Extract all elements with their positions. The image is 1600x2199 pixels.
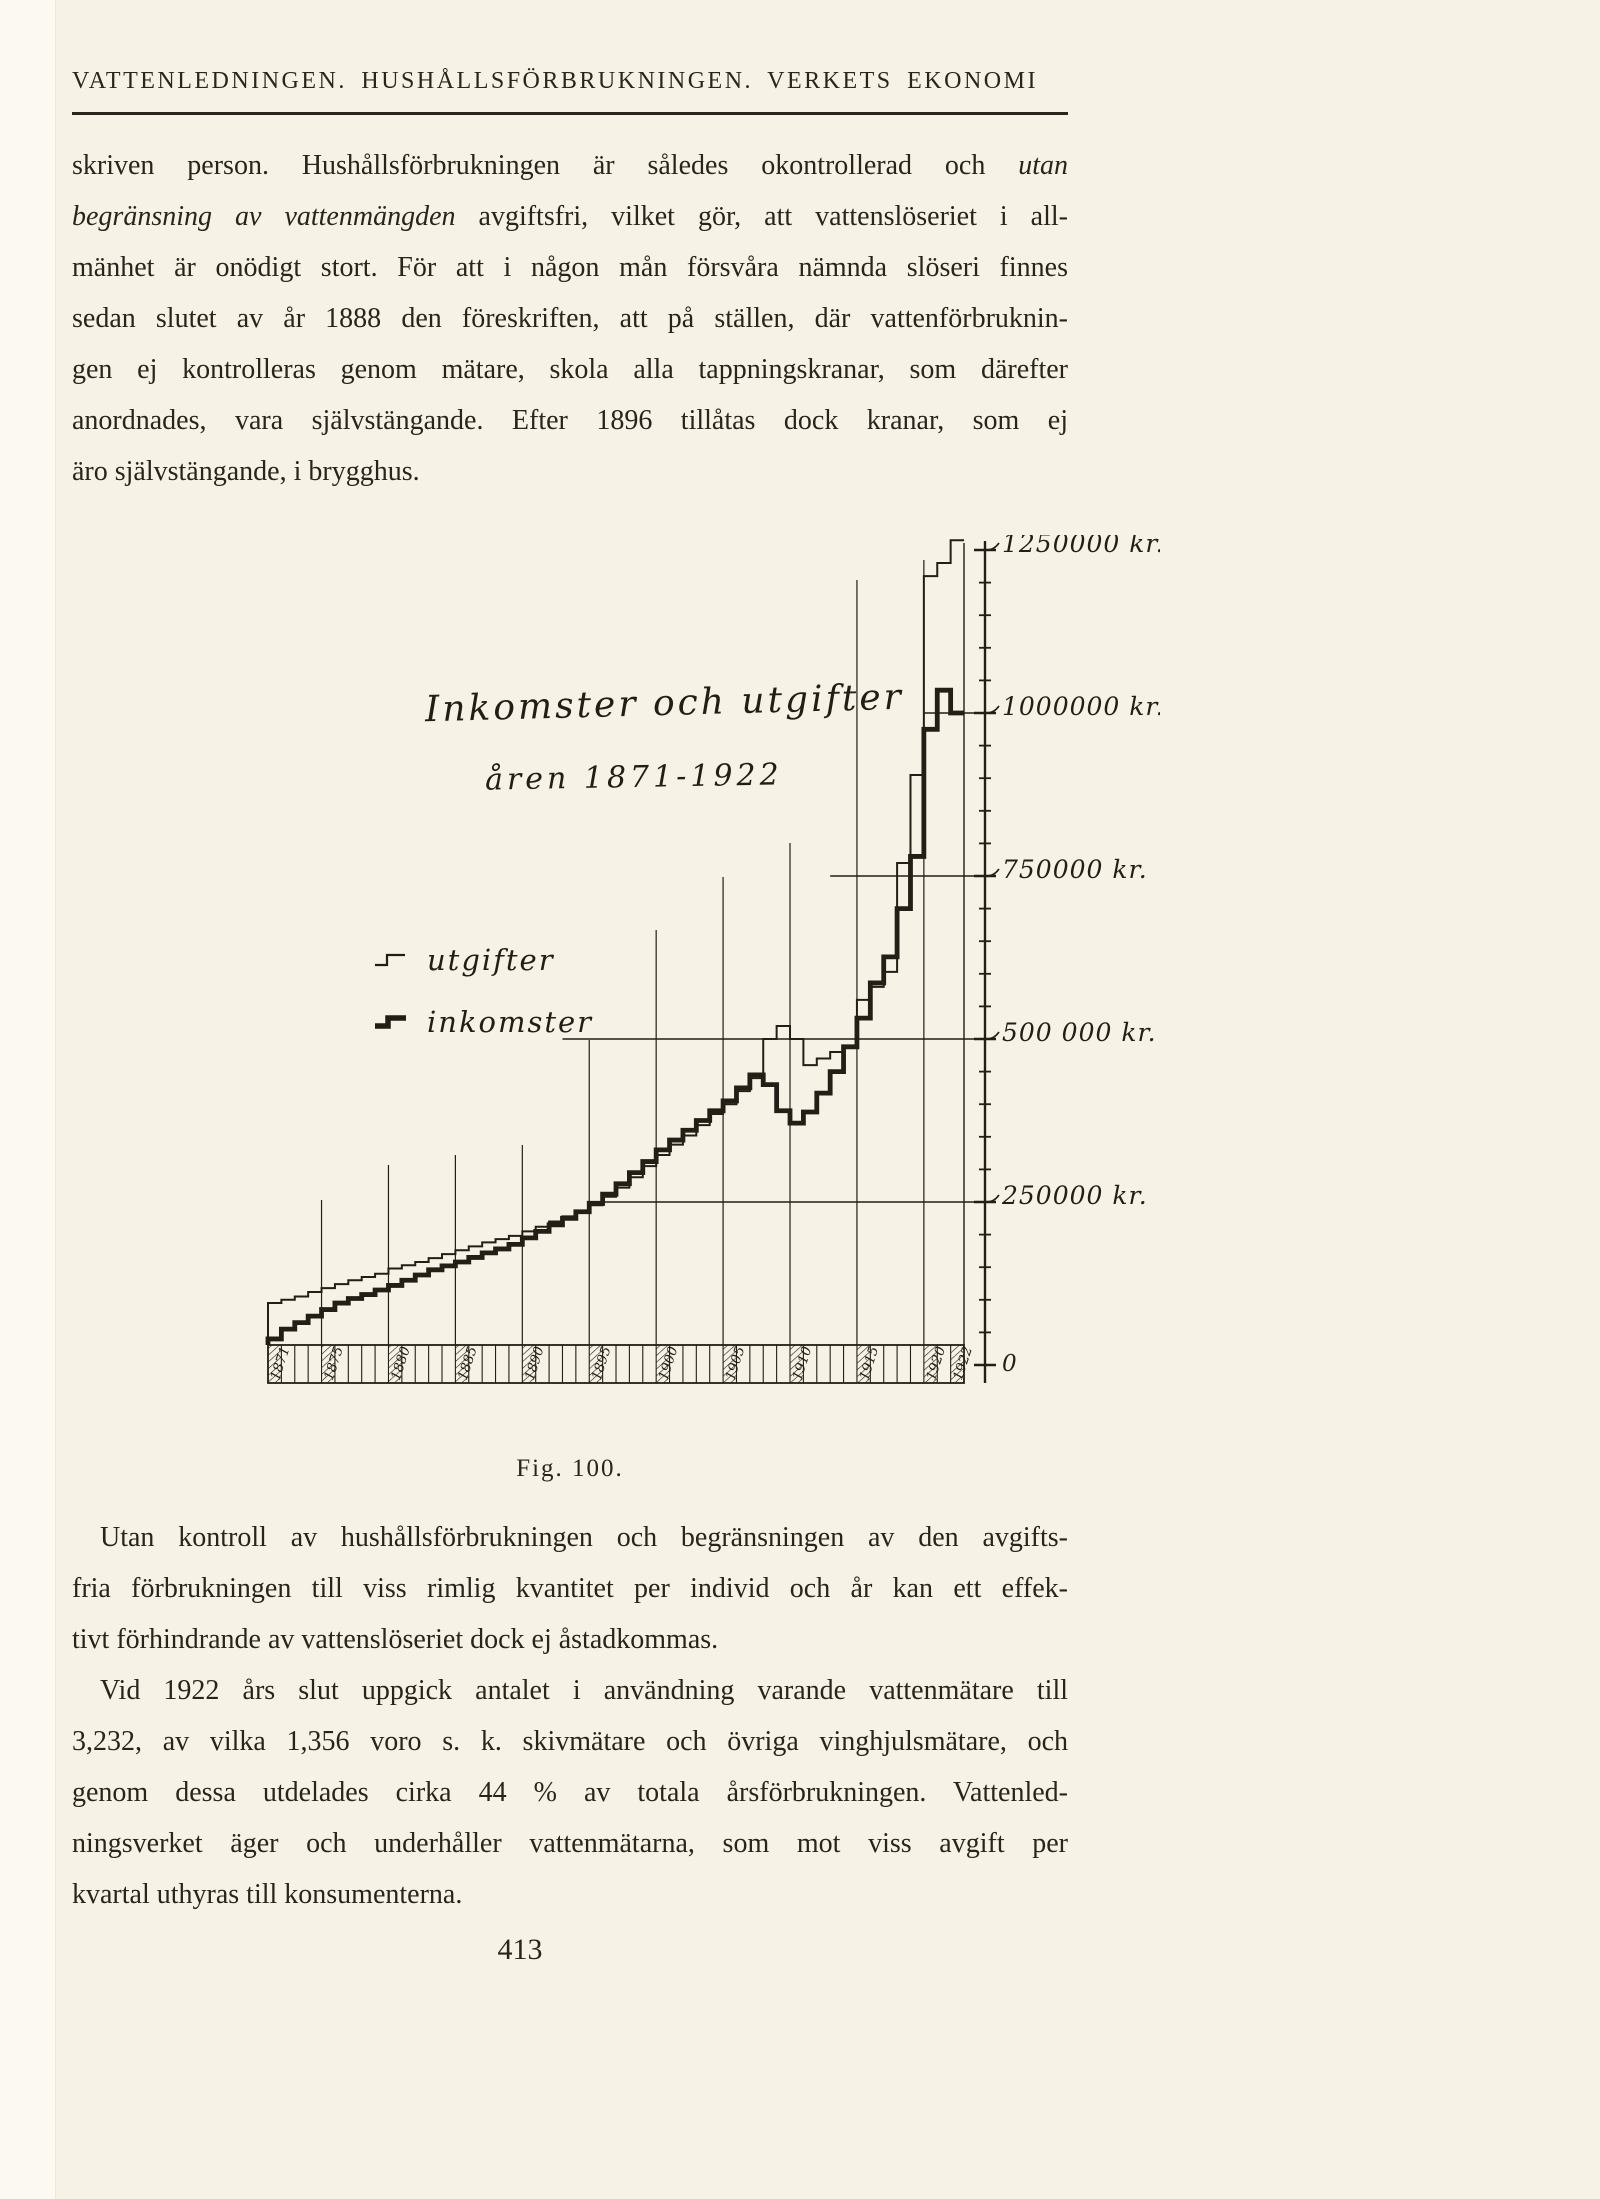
thin-step-line-icon — [375, 953, 405, 967]
text-line: gen ej kontrolleras genom mätare, skola … — [72, 354, 1068, 385]
header-rule — [72, 112, 1068, 115]
labeled-year-cell — [790, 1345, 804, 1383]
labeled-year-cell — [589, 1345, 603, 1383]
text-line: skriven person. Hushållsförbrukningen är… — [72, 150, 1068, 181]
y-tick-label: 500 000 kr. — [1002, 1018, 1157, 1047]
page-number: 413 — [497, 1933, 543, 1966]
text-line: kvartal uthyras till konsumenterna. — [72, 1879, 463, 1910]
text-line: tivt förhindrande av vattenslöseriet doc… — [72, 1624, 719, 1655]
text-line: mänhet är onödigt stort. För att i någon… — [72, 252, 1068, 283]
label-leader — [986, 868, 1000, 877]
text-line: äro självstängande, i brygghus. — [72, 456, 420, 487]
text-line: sedan slutet av år 1888 den föreskriften… — [72, 303, 1068, 334]
legend-item: inkomster — [373, 1005, 593, 1039]
y-tick-label: 1250000 kr. — [1002, 535, 1160, 558]
label-leader — [986, 705, 1000, 714]
paragraph-2: Utan kontroll av hushållsförbrukningen o… — [72, 1512, 1068, 1665]
text-line: 3,232, av vilka 1,356 voro s. k. skivmät… — [72, 1726, 1068, 1757]
text-line: Utan kontroll av hushållsförbrukningen o… — [100, 1522, 1068, 1553]
text-line: anordnades, vara självstängande. Efter 1… — [72, 405, 1068, 436]
chart-legend: utgifter inkomster — [373, 943, 593, 1067]
page-header: VATTENLEDNINGEN. HUSHÅLLSFÖRBRUKNINGEN. … — [72, 68, 1038, 94]
labeled-year-cell — [522, 1345, 536, 1383]
labeled-year-cell — [388, 1345, 402, 1383]
thick-step-line-icon — [375, 1015, 406, 1029]
label-leader — [986, 542, 1000, 551]
labeled-year-cell — [723, 1345, 737, 1383]
scan-edge-strip — [0, 0, 56, 2199]
legend-item: utgifter — [373, 943, 593, 977]
figure-100: 1250000 kr. 1000000 kr. 750000 kr. 500 000 … — [140, 535, 1160, 1510]
y-tick-label: 250000 kr. — [1001, 1181, 1148, 1210]
labeled-year-cell — [321, 1345, 335, 1383]
text-line: ningsverket äger och underhåller vattenm… — [72, 1828, 1068, 1859]
text-line: Vid 1922 års slut uppgick antalet i anvä… — [100, 1675, 1068, 1706]
legend-label: utgifter — [427, 943, 555, 977]
labeled-year-cell — [455, 1345, 469, 1383]
text-line: genom dessa utdelades cirka 44 % av tota… — [72, 1777, 1068, 1808]
labeled-year-cell — [923, 1345, 938, 1383]
figure-caption: Fig. 100. — [516, 1455, 624, 1482]
text-line: fria förbrukningen till viss rimlig kvan… — [72, 1573, 1068, 1604]
labeled-year-cell — [656, 1345, 670, 1383]
label-leader — [986, 1031, 1000, 1040]
labeled-year-cell — [856, 1345, 871, 1383]
y-tick-label: 750000 kr. — [1002, 855, 1148, 884]
chart-canvas: 1250000 kr. 1000000 kr. 750000 kr. 500 000 … — [265, 535, 1160, 1384]
paragraph-3: Vid 1922 års slut uppgick antalet i anvä… — [72, 1665, 1068, 1920]
y-tick-label: 0 — [1002, 1351, 1018, 1377]
text-line: begränsning av vattenmängden avgiftsfri,… — [72, 201, 1068, 232]
legend-label: inkomster — [427, 1005, 594, 1039]
y-tick-label: 1000000 kr. — [1002, 692, 1160, 721]
figure-subtitle: åren 1871-1922 — [484, 757, 783, 798]
series-inkomster — [265, 687, 964, 1345]
labeled-year-cell — [268, 1345, 282, 1383]
labeled-year-cell — [950, 1345, 965, 1383]
label-leader — [986, 1194, 1000, 1203]
paragraph-1: skriven person. Hushållsförbrukningen är… — [72, 140, 1068, 497]
